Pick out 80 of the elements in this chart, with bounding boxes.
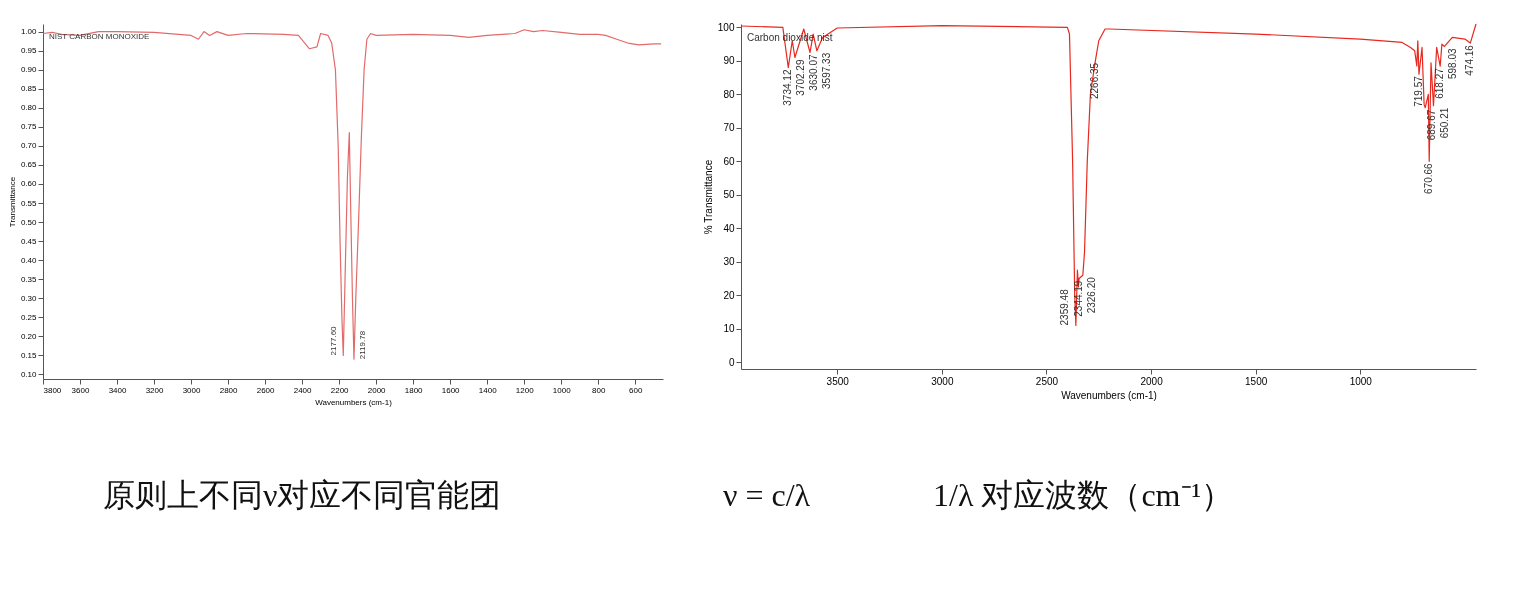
y-tick-label: 0.85 [20,84,38,94]
y-tick-label: 0.30 [20,293,38,303]
y-tick-label: 0.55 [20,198,38,208]
annotation: 3734.12 [782,69,794,106]
line-series [740,23,1477,327]
annotation: 598.03 [1447,48,1459,80]
x-tick-label: 1200 [515,385,535,395]
y-tick-label: 50 [723,189,735,201]
y-tick-label: 0.45 [20,236,38,246]
annotation: 2119.78 [357,330,367,360]
text: ν = c/λ [723,477,811,513]
x-tick-label: 2600 [256,385,276,395]
y-tick-label: 90 [723,55,735,67]
x-tick-label: 2200 [330,385,350,395]
annotation: 689.67 [1425,109,1437,141]
y-tick-label: 0.10 [20,369,38,379]
annotation: 2177.60 [329,325,339,356]
x-tick-label: 3200 [145,385,164,395]
y-tick-label: 100 [717,21,735,33]
x-tick-label: 1400 [478,385,498,395]
y-tick-label: 0.25 [20,312,38,322]
annotation: NIST CARBON MONOXIDE [49,32,150,41]
y-tick-label: 0.40 [20,255,38,265]
annotation: 3597.33 [821,52,833,89]
y-tick-label: 0.15 [20,350,38,360]
y-tick-label: 0.75 [20,122,38,132]
annotation: 2344.19 [1073,280,1085,317]
x-tick-label: 2000 [1140,375,1164,387]
x-tick-label: 3400 [108,385,127,395]
annotation: 2266.35 [1089,62,1101,99]
y-tick-label: 30 [723,256,735,268]
x-tick-label: 3000 [182,385,202,395]
x-tick-label: 1000 [552,385,572,395]
y-axis-title: % Transmittance [702,159,714,235]
x-tick-label: 3600 [71,385,90,395]
y-tick-label: 0.70 [20,141,38,151]
y-tick-label: 80 [723,88,735,100]
y-tick-label: 0.60 [20,179,38,189]
y-tick-label: 0.50 [20,217,38,227]
y-tick-label: 10 [723,323,735,335]
x-tick-label: 1000 [1349,375,1373,387]
y-tick-label: 0.35 [20,274,38,284]
x-axis-title: Wavenumbers (cm-1) [315,397,393,407]
y-tick-label: 70 [723,122,735,134]
y-axis-title: Transmittance [7,176,17,228]
annotation: 3702.29 [795,59,807,96]
y-tick-label: 60 [723,155,735,167]
annotation: 474.16 [1464,44,1476,76]
x-tick-label: 2800 [219,385,239,395]
annotation: 719.57 [1412,75,1424,107]
annotation: 3630.07 [808,54,820,91]
y-tick-label: 0.90 [20,65,38,75]
text: 1/λ 对应波数（cm⁻¹） [933,477,1234,513]
x-tick-label: 800 [592,385,606,395]
y-tick-label: 0.20 [20,331,38,341]
x-tick-label: 2500 [1035,375,1059,387]
x-tick-label: 3800 [43,385,62,395]
y-tick-label: 20 [723,289,735,301]
y-tick-label: 0 [728,356,735,368]
text: 原则上不同ν对应不同官能团 [103,477,502,513]
x-tick-label: 600 [629,385,643,395]
x-tick-label: 3500 [826,375,850,387]
annotation: 650.21 [1438,107,1450,139]
y-tick-label: 0.65 [20,160,38,170]
x-axis-title: Wavenumbers (cm-1) [1061,389,1157,401]
annotation: 2326.20 [1086,276,1098,314]
x-tick-label: 3000 [931,375,954,387]
y-tick-label: 1.00 [20,27,38,37]
x-tick-label: 1600 [441,385,461,395]
line-series [42,29,662,360]
annotation: 2359.48 [1058,288,1070,326]
x-tick-label: 1500 [1245,375,1268,387]
x-tick-label: 1800 [404,385,424,395]
annotation: 618.27 [1434,67,1446,99]
x-tick-label: 2000 [367,385,387,395]
y-tick-label: 0.95 [20,46,38,56]
annotation: 670.66 [1423,162,1435,194]
x-tick-label: 2400 [293,385,313,395]
y-tick-label: 40 [723,222,735,234]
y-tick-label: 0.80 [20,103,38,113]
